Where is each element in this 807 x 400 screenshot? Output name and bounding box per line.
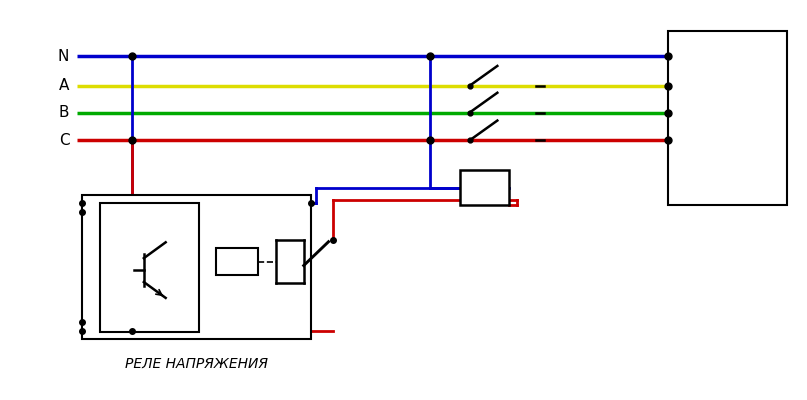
Bar: [100, 203, 199, 332]
Text: B: B: [59, 105, 69, 120]
Bar: [216, 248, 258, 276]
Bar: [82, 195, 311, 339]
Text: C: C: [59, 133, 69, 148]
Text: N: N: [58, 48, 69, 64]
Bar: [668, 31, 788, 205]
Text: НАГРУЗКА: НАГРУЗКА: [677, 109, 778, 127]
Text: выход: выход: [294, 249, 303, 285]
Text: РЕЛЕ НАПРЯЖЕНИЯ: РЕЛЕ НАПРЯЖЕНИЯ: [125, 357, 268, 371]
Text: NC: NC: [279, 228, 293, 238]
Text: NO: NO: [279, 286, 294, 296]
Bar: [460, 170, 509, 205]
Text: вход: вход: [90, 253, 100, 281]
Text: A: A: [59, 78, 69, 93]
